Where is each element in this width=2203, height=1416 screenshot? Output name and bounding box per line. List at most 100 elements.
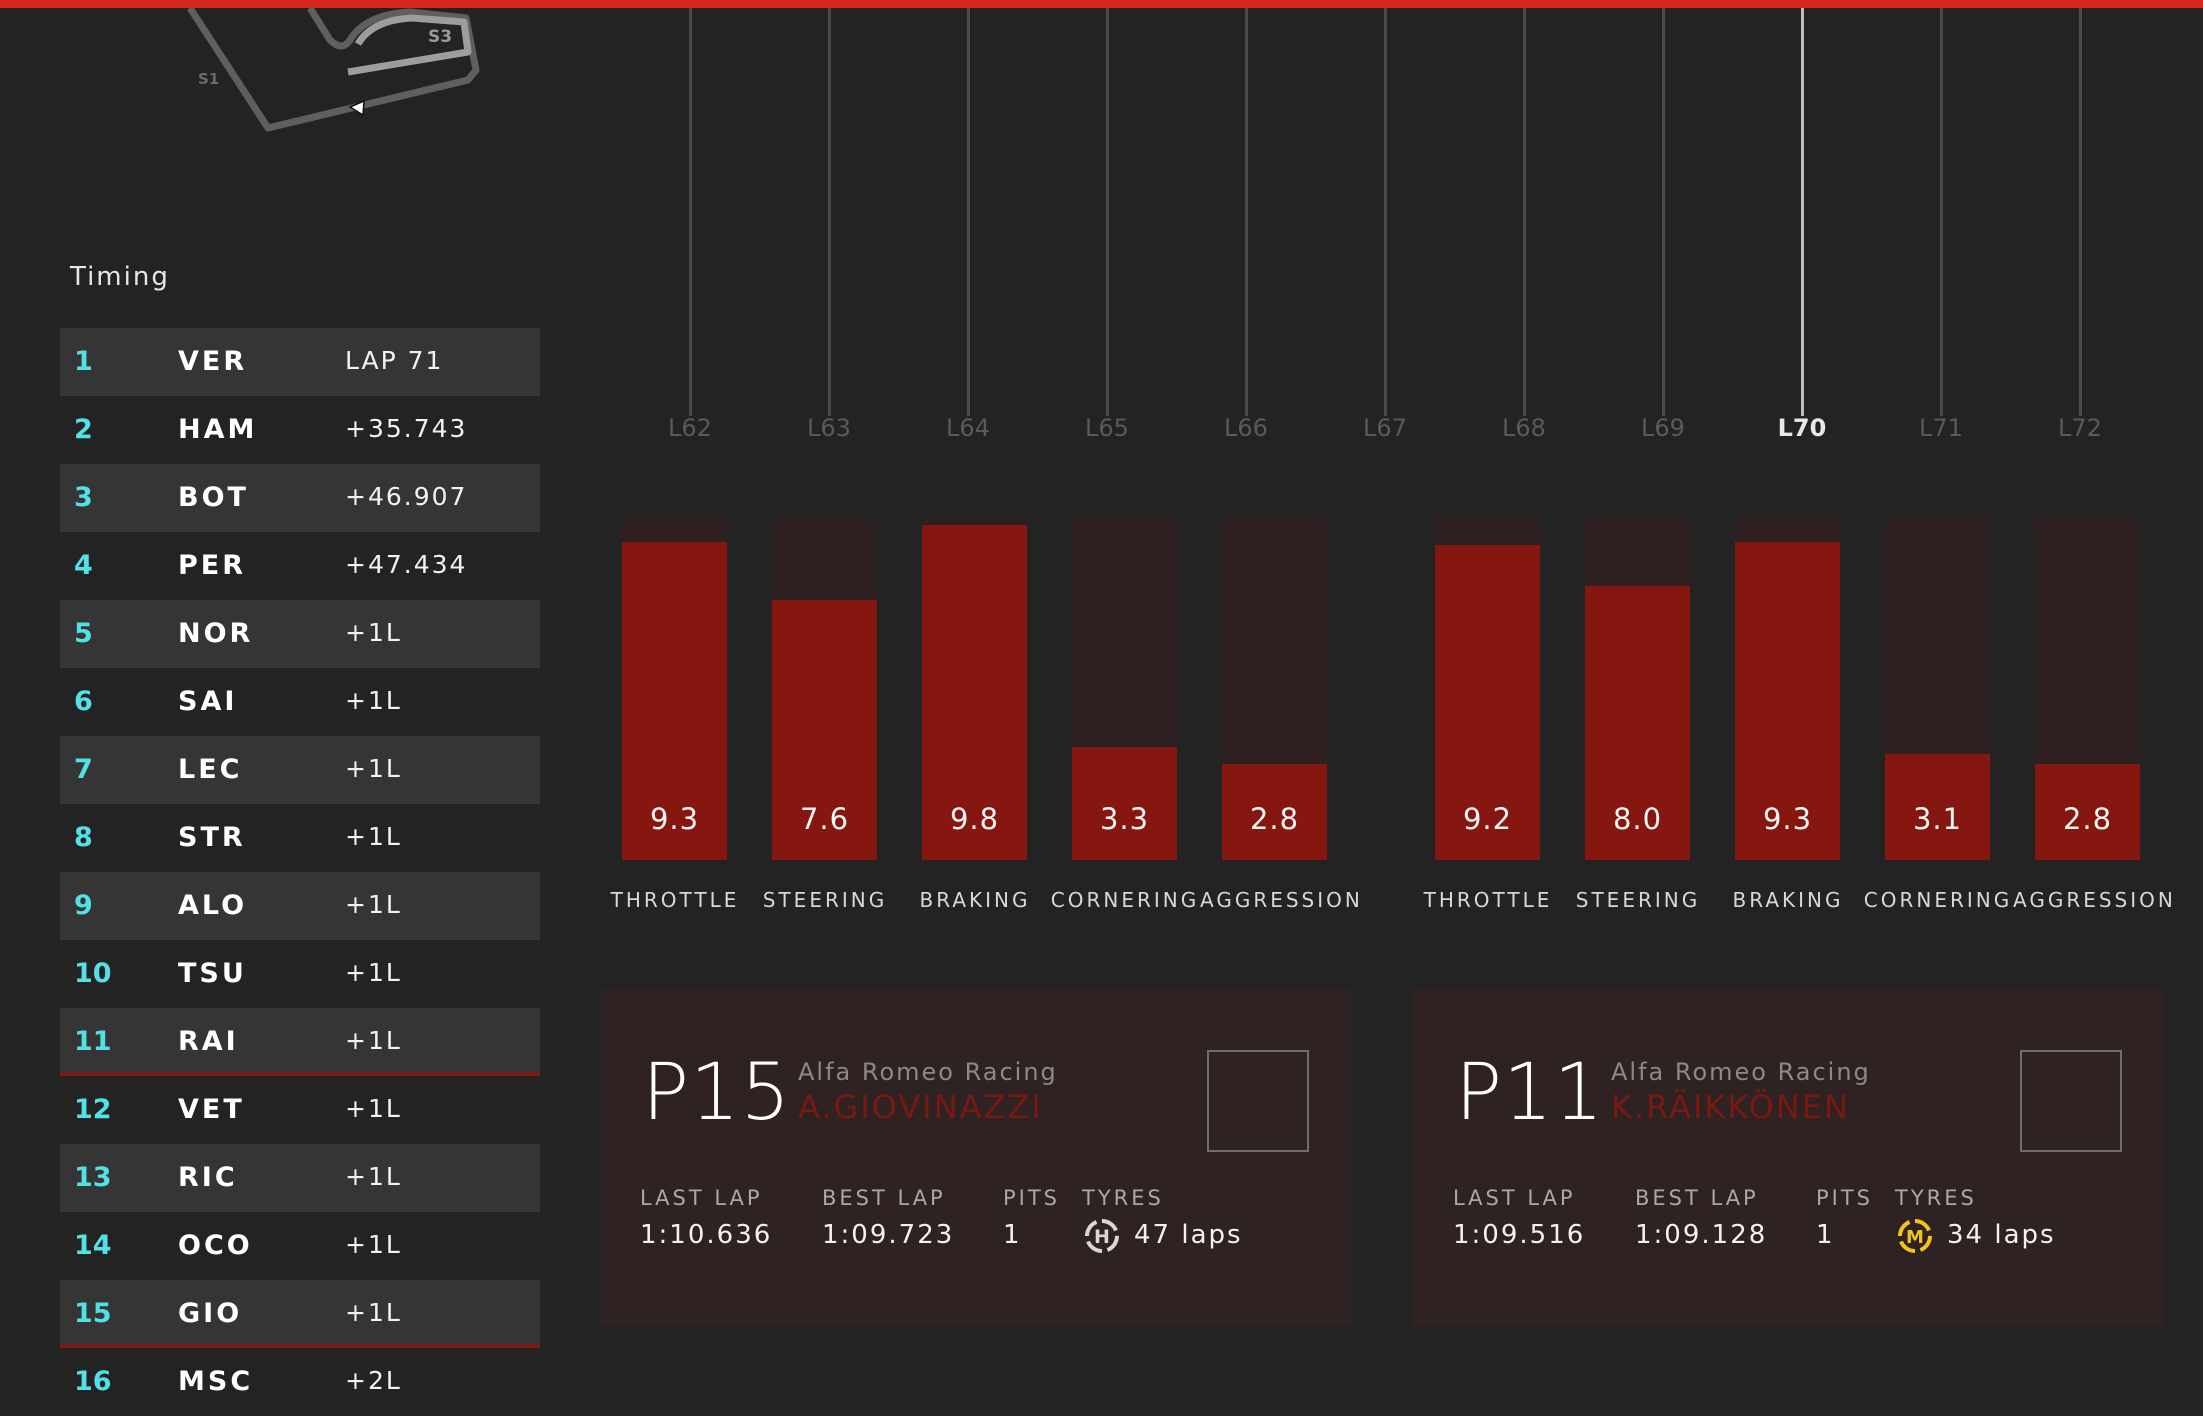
driver-code: VER	[178, 346, 248, 377]
position-number: 8	[74, 822, 93, 853]
timing-row[interactable]: 3 BOT +46.907	[60, 464, 540, 532]
card-position: P15	[642, 1048, 792, 1138]
rating-bar-throttle: 9.2	[1435, 518, 1540, 860]
lap-marker-line	[1106, 8, 1109, 416]
rating-bar-steering: 8.0	[1585, 518, 1690, 860]
lap-label[interactable]: L62	[668, 414, 712, 442]
pits-value: 1	[1003, 1220, 1022, 1250]
rating-value: 2.8	[2062, 802, 2113, 836]
lap-marker-line	[2079, 8, 2082, 416]
timing-row[interactable]: 8 STR +1L	[60, 804, 540, 872]
position-number: 2	[74, 414, 93, 445]
timing-row[interactable]: 14 OCO +1L	[60, 1212, 540, 1280]
rating-bar-aggression: 2.8	[1222, 518, 1327, 860]
timing-table: 1 VER LAP 71 2 HAM +35.743 3 BOT +46.907 4 PER +47.…	[60, 328, 540, 1416]
driver-code: RIC	[178, 1162, 238, 1193]
best-lap-value: 1:09.723	[822, 1220, 955, 1250]
timing-row[interactable]: 11 RAI +1L	[60, 1008, 540, 1076]
lap-label[interactable]: L69	[1641, 414, 1685, 442]
medium-tyre-icon: M	[1898, 1219, 1932, 1253]
position-number: 5	[74, 618, 93, 649]
gap-value: +1L	[345, 1162, 402, 1191]
timing-row[interactable]: 5 NOR +1L	[60, 600, 540, 668]
timing-row[interactable]: 9 ALO +1L	[60, 872, 540, 940]
best-lap-label: BEST LAP	[822, 1186, 946, 1210]
lap-timeline[interactable]: L62 L63 L64 L65 L66 L67 L68 L69 L70 L71 L72	[0, 0, 2203, 450]
lap-marker-line	[1662, 8, 1665, 416]
driver-code: ALO	[178, 890, 248, 921]
lap-label[interactable]: L70	[1777, 414, 1827, 442]
rating-bar-fill	[2035, 764, 2140, 860]
gap-value: +46.907	[345, 482, 468, 511]
rating-label: THROTTLE	[610, 888, 740, 912]
timing-row[interactable]: 1 VER LAP 71	[60, 328, 540, 396]
rating-label: THROTTLE	[1423, 888, 1553, 912]
car-position-marker	[348, 99, 365, 117]
driver-code: MSC	[178, 1366, 254, 1397]
rating-value: 8.0	[1612, 802, 1663, 836]
svg-text:M: M	[1906, 1227, 1924, 1248]
driver-code: LEC	[178, 754, 243, 785]
timing-row[interactable]: 10 TSU +1L	[60, 940, 540, 1008]
timing-row[interactable]: 13 RIC +1L	[60, 1144, 540, 1212]
position-number: 11	[74, 1026, 112, 1057]
lap-marker-line	[1384, 8, 1387, 416]
rating-label: CORNERING	[1050, 888, 1200, 912]
pits-value: 1	[1816, 1220, 1835, 1250]
lap-marker-line	[1801, 8, 1804, 416]
driver-ratings-raikkonen: 9.2 THROTTLE 8.0 STEERING 9.3 BRAKING 3.1 CORNE…	[1424, 518, 2173, 918]
timing-row[interactable]: 12 VET +1L	[60, 1076, 540, 1144]
lap-label[interactable]: L71	[1919, 414, 1963, 442]
lap-marker-line	[1523, 8, 1526, 416]
lap-label[interactable]: L66	[1224, 414, 1268, 442]
driver-ratings-giovinazzi: 9.3 THROTTLE 7.6 STEERING 9.8 BRAKING 3.3 CORNE…	[611, 518, 1360, 918]
rating-label: BRAKING	[919, 888, 1031, 912]
rating-bar-cornering: 3.3	[1072, 518, 1177, 860]
driver-card-raikkonen[interactable]: P11 Alfa Romeo Racing K.RÄIKKÖNEN LAST L…	[1413, 988, 2165, 1326]
rating-bar-fill	[1885, 753, 1990, 860]
rating-bar-fill	[772, 600, 877, 860]
gap-value: +1L	[345, 618, 402, 647]
last-lap-label: LAST LAP	[1453, 1186, 1576, 1210]
pits-label: PITS	[1003, 1186, 1061, 1210]
position-number: 12	[74, 1094, 112, 1125]
lap-marker-line	[1245, 8, 1248, 416]
timing-row[interactable]: 4 PER +47.434	[60, 532, 540, 600]
timing-row[interactable]: 2 HAM +35.743	[60, 396, 540, 464]
gap-value: +2L	[345, 1366, 402, 1395]
track-sector-highlight	[347, 14, 472, 76]
driver-code: RAI	[178, 1026, 239, 1057]
timing-row[interactable]: 7 LEC +1L	[60, 736, 540, 804]
lap-label[interactable]: L68	[1502, 414, 1546, 442]
timing-row[interactable]: 15 GIO +1L	[60, 1280, 540, 1348]
lap-label[interactable]: L67	[1363, 414, 1407, 442]
gap-value: +1L	[345, 890, 402, 919]
rating-value: 2.8	[1249, 802, 1300, 836]
lap-label[interactable]: L63	[807, 414, 851, 442]
gap-value: +1L	[345, 958, 402, 987]
rating-value: 9.2	[1462, 802, 1513, 836]
best-lap-value: 1:09.128	[1635, 1220, 1768, 1250]
gap-value: +1L	[345, 822, 402, 851]
lap-label[interactable]: L64	[946, 414, 990, 442]
timing-row[interactable]: 16 MSC +2L	[60, 1348, 540, 1416]
driver-code: STR	[178, 822, 246, 853]
position-number: 14	[74, 1230, 112, 1261]
lap-label[interactable]: L65	[1085, 414, 1129, 442]
rating-bar-fill	[622, 541, 727, 860]
lap-label[interactable]: L72	[2058, 414, 2102, 442]
driver-card-giovinazzi[interactable]: P15 Alfa Romeo Racing A.GIOVINAZZI LAST …	[600, 988, 1352, 1326]
rating-label: AGGRESSION	[1200, 888, 1363, 912]
card-team: Alfa Romeo Racing	[1611, 1058, 1871, 1086]
rating-value: 9.3	[649, 802, 700, 836]
sector-label-s3: S3	[428, 27, 452, 47]
driver-code: HAM	[178, 414, 258, 445]
svg-text:H: H	[1094, 1226, 1110, 1248]
gap-value: LAP 71	[345, 346, 444, 375]
card-team: Alfa Romeo Racing	[798, 1058, 1058, 1086]
gap-value: +1L	[345, 1094, 402, 1123]
gap-value: +1L	[345, 1298, 402, 1327]
timing-row[interactable]: 6 SAI +1L	[60, 668, 540, 736]
top-accent-bar	[0, 0, 2203, 8]
driver-code: TSU	[178, 958, 247, 989]
